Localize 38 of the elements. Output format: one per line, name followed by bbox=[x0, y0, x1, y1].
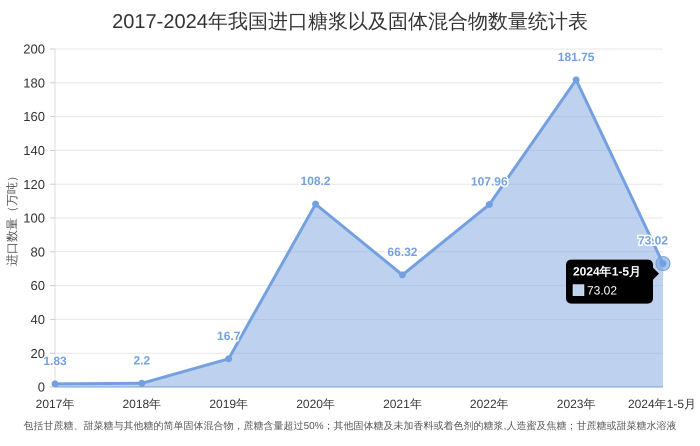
data-label: 181.75 bbox=[558, 50, 595, 64]
data-label: 2.2 bbox=[134, 353, 151, 368]
y-tick-label: 60 bbox=[30, 278, 45, 294]
y-tick-label: 180 bbox=[23, 75, 45, 90]
data-label: 108.2 bbox=[300, 174, 331, 188]
x-tick-label: 2022年 bbox=[470, 397, 509, 411]
x-tick-label: 2023年 bbox=[556, 397, 596, 411]
point bbox=[138, 380, 146, 387]
data-label: 73.02 bbox=[638, 234, 668, 248]
point bbox=[572, 76, 580, 84]
data-label: 66.32 bbox=[387, 244, 418, 259]
x-tick-label: 2019年 bbox=[209, 397, 248, 411]
annotation: 73.02 bbox=[587, 284, 618, 298]
data-label: 16.7 bbox=[217, 328, 241, 343]
data-label: 1.83 bbox=[43, 354, 67, 368]
y-tick-label: 100 bbox=[23, 210, 45, 226]
annotation: 2024年1-5月 bbox=[573, 264, 642, 279]
point bbox=[398, 271, 406, 278]
y-tick-label: 160 bbox=[23, 109, 45, 124]
y-tick-label: 140 bbox=[23, 142, 45, 158]
point bbox=[312, 200, 320, 208]
y-tick-label: 80 bbox=[30, 244, 45, 260]
x-tick-label: 2017年 bbox=[36, 397, 74, 411]
x-tick-label: 2021年 bbox=[383, 397, 422, 411]
y-axis-title: 进口数量（万吨） bbox=[5, 170, 19, 266]
y-tick-label: 40 bbox=[30, 312, 45, 327]
chart-title: 2017-2024年我国进口糖浆以及固体混合物数量统计表 bbox=[112, 11, 588, 33]
y-tick-label: 0 bbox=[38, 380, 45, 395]
y-tick-label: 20 bbox=[30, 346, 45, 361]
text: 包括甘蔗糖、甜菜糖与其他糖的简单固体混合物，蔗糖含量超过50%；其他固体糖及未加香料或着色剂的糖浆,人造蜜及焦糖；甘蔗糖或甜菜糖水溶液 bbox=[24, 420, 676, 432]
x-tick-label: 2024年1-5月 bbox=[628, 397, 696, 411]
point bbox=[52, 380, 58, 388]
x-tick-label: 2020年 bbox=[296, 397, 335, 411]
y-tick-label: 120 bbox=[23, 176, 45, 192]
point bbox=[486, 201, 493, 208]
y-tick-label: 200 bbox=[23, 42, 45, 57]
point bbox=[225, 355, 232, 362]
x-tick-label: 2018年 bbox=[122, 397, 162, 411]
